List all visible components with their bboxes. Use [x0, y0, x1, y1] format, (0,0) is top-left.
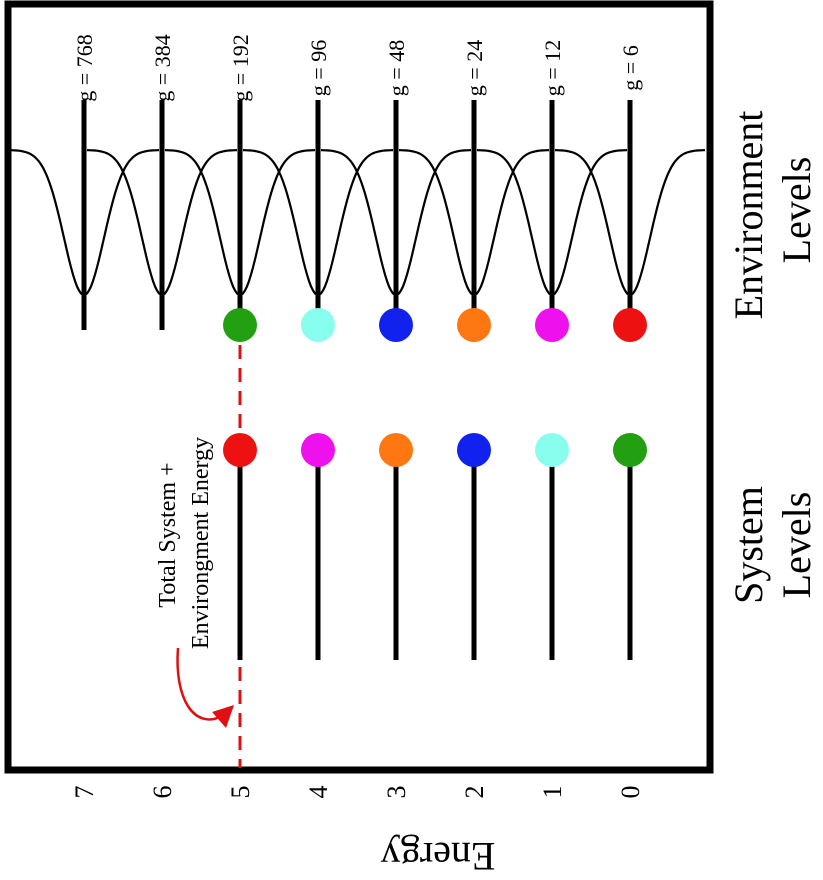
environment-dot-4 [301, 308, 335, 342]
degeneracy-label-2: g = 24 [462, 40, 487, 96]
energy-tick-6: 6 [148, 786, 177, 799]
system-label-line2: Levels [774, 492, 819, 599]
energy-tick-0: 0 [616, 786, 645, 799]
system-dot-4 [301, 433, 335, 467]
degeneracy-label-5: g = 192 [228, 34, 253, 101]
system-level-lines [237, 450, 633, 660]
total-energy-arrowhead [212, 705, 234, 728]
environment-degeneracy-labels: g = 6 g = 12 g = 24 g = 48 g = 96 g = 19… [72, 34, 643, 101]
environment-dot-0 [613, 308, 647, 342]
energy-axis-title: Energy [381, 834, 496, 879]
system-occupation-dots [223, 433, 647, 467]
system-dot-3 [379, 433, 413, 467]
total-energy-arrow [176, 647, 223, 721]
energy-tick-7: 7 [70, 786, 99, 799]
environment-level-lines [81, 100, 633, 330]
degeneracy-label-1: g = 12 [540, 40, 565, 96]
degeneracy-label-6: g = 384 [150, 34, 175, 101]
environment-density-curves [8, 149, 706, 296]
energy-axis-ticks: 0 1 2 3 4 5 6 7 [70, 786, 645, 799]
environment-dot-2 [457, 308, 491, 342]
environment-dot-5 [223, 308, 257, 342]
environment-dot-3 [379, 308, 413, 342]
energy-tick-5: 5 [226, 786, 255, 799]
environment-label-line1: Environment [726, 111, 771, 320]
degeneracy-label-7: g = 768 [72, 34, 97, 101]
degeneracy-label-4: g = 96 [306, 40, 331, 96]
degeneracy-label-0: g = 6 [618, 45, 643, 90]
energy-tick-2: 2 [460, 786, 489, 799]
system-dot-0 [613, 433, 647, 467]
system-dot-2 [457, 433, 491, 467]
total-energy-label-line1: Total System + [155, 462, 181, 607]
system-dot-1 [535, 433, 569, 467]
energy-tick-3: 3 [382, 786, 411, 799]
energy-tick-1: 1 [538, 786, 567, 799]
diagram-frame [4, 0, 714, 774]
environment-label-line2: Levels [774, 157, 819, 264]
degeneracy-label-3: g = 48 [384, 40, 409, 96]
system-dot-5 [223, 433, 257, 467]
total-energy-label-line2: Environgment Energy [188, 437, 214, 649]
environment-dot-1 [535, 308, 569, 342]
system-label-line1: System [726, 486, 771, 604]
environment-occupation-dots [223, 308, 647, 342]
energy-tick-4: 4 [304, 786, 333, 799]
